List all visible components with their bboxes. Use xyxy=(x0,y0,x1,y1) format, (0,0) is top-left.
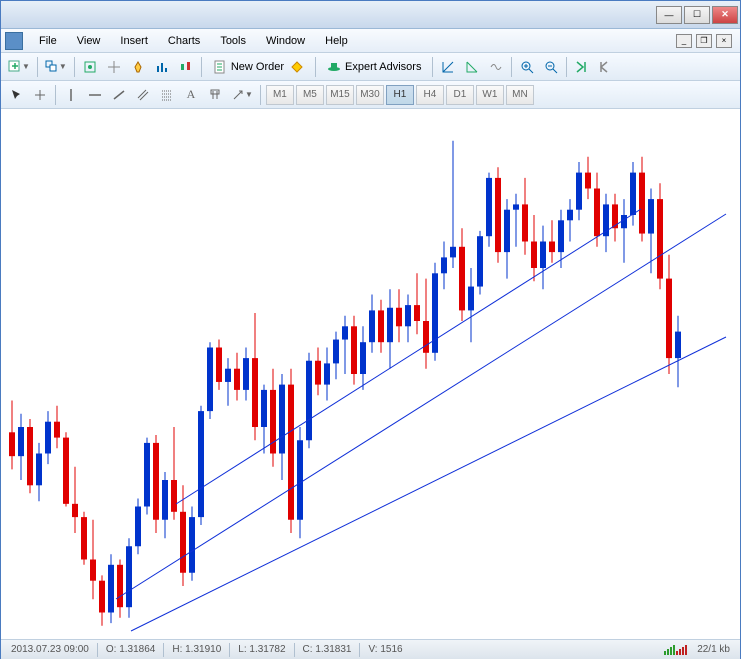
vline-button[interactable] xyxy=(60,84,82,106)
nav-button-1[interactable] xyxy=(79,56,101,78)
cursor-icon xyxy=(9,88,23,102)
menu-file[interactable]: File xyxy=(29,29,67,52)
crosshair-button[interactable] xyxy=(103,56,125,78)
trendline-icon xyxy=(112,88,126,102)
label-button[interactable] xyxy=(204,84,226,106)
zoom-out-button[interactable] xyxy=(540,56,562,78)
chart-area[interactable] xyxy=(1,109,740,639)
vline-icon xyxy=(64,88,78,102)
menu-view[interactable]: View xyxy=(67,29,111,52)
crosshair-tool-button[interactable] xyxy=(29,84,51,106)
window-arrange-button[interactable]: ▼ xyxy=(42,56,70,78)
fibo-icon xyxy=(160,88,174,102)
status-high: H: 1.31910 xyxy=(168,644,225,655)
wave-icon xyxy=(489,60,503,74)
status-connection: 22/1 kb xyxy=(693,644,734,655)
plus-thin-icon xyxy=(33,88,47,102)
hline-icon xyxy=(88,88,102,102)
channel-icon xyxy=(136,88,150,102)
candle-chart-icon xyxy=(179,60,193,74)
mdi-controls: _ ❐ × xyxy=(676,34,736,48)
menu-tools[interactable]: Tools xyxy=(210,29,256,52)
timeframe-h4[interactable]: H4 xyxy=(416,85,444,105)
title-bar: — ☐ ✕ xyxy=(1,1,740,29)
status-open: O: 1.31864 xyxy=(102,644,159,655)
arrow-button[interactable]: ▼ xyxy=(228,84,256,106)
indicator-button-1[interactable] xyxy=(437,56,459,78)
status-volume: V: 1516 xyxy=(364,644,406,655)
new-order-button[interactable]: New Order xyxy=(206,56,311,78)
candlestick-chart xyxy=(1,109,740,639)
arrow-draw-icon xyxy=(231,88,245,102)
zoom-in-button[interactable] xyxy=(516,56,538,78)
zoom-out-icon xyxy=(544,60,558,74)
windows-icon xyxy=(45,60,59,74)
timeframe-m5[interactable]: M5 xyxy=(296,85,324,105)
timeframe-h1[interactable]: H1 xyxy=(386,85,414,105)
arrow-end-icon xyxy=(575,60,589,74)
timeframe-mn[interactable]: MN xyxy=(506,85,534,105)
text-icon: A xyxy=(184,88,198,102)
crosshair-icon xyxy=(107,60,121,74)
line-down-icon xyxy=(465,60,479,74)
status-bar: 2013.07.23 09:00 O: 1.31864 H: 1.31910 L… xyxy=(1,639,740,659)
toolbar-main: ▼ ▼ New Order Expert Advisors xyxy=(1,53,740,81)
diamond-icon xyxy=(290,60,304,74)
document-icon xyxy=(213,60,227,74)
menu-help[interactable]: Help xyxy=(315,29,358,52)
menu-window[interactable]: Window xyxy=(256,29,315,52)
chart-button-1[interactable] xyxy=(151,56,173,78)
shift-icon xyxy=(599,60,613,74)
indicator-button-3[interactable] xyxy=(485,56,507,78)
menu-bar: File View Insert Charts Tools Window Hel… xyxy=(1,29,740,53)
toolbar-drawing: A ▼ M1M5M15M30H1H4D1W1MN xyxy=(1,81,740,109)
menu-charts[interactable]: Charts xyxy=(158,29,210,52)
app-icon xyxy=(5,32,23,50)
status-datetime: 2013.07.23 09:00 xyxy=(7,644,93,655)
mdi-minimize[interactable]: _ xyxy=(676,34,692,48)
hand-icon xyxy=(131,60,145,74)
close-button[interactable]: ✕ xyxy=(712,6,738,24)
pointer-button[interactable] xyxy=(127,56,149,78)
new-chart-button[interactable]: ▼ xyxy=(5,56,33,78)
timeframe-m1[interactable]: M1 xyxy=(266,85,294,105)
timeframe-d1[interactable]: D1 xyxy=(446,85,474,105)
zoom-in-icon xyxy=(520,60,534,74)
shift-button[interactable] xyxy=(595,56,617,78)
menu-insert[interactable]: Insert xyxy=(110,29,158,52)
hline-button[interactable] xyxy=(84,84,106,106)
box-icon xyxy=(83,60,97,74)
status-low: L: 1.31782 xyxy=(234,644,289,655)
timeframe-m30[interactable]: M30 xyxy=(356,85,384,105)
bar-chart-icon xyxy=(155,60,169,74)
new-order-label: New Order xyxy=(231,61,284,73)
cursor-button[interactable] xyxy=(5,84,27,106)
trendline-button[interactable] xyxy=(108,84,130,106)
mdi-restore[interactable]: ❐ xyxy=(696,34,712,48)
timeframe-w1[interactable]: W1 xyxy=(476,85,504,105)
fibo-button[interactable] xyxy=(156,84,178,106)
mdi-close[interactable]: × xyxy=(716,34,732,48)
maximize-button[interactable]: ☐ xyxy=(684,6,710,24)
label-icon xyxy=(208,88,222,102)
scroll-end-button[interactable] xyxy=(571,56,593,78)
minimize-button[interactable]: — xyxy=(656,6,682,24)
indicator-button-2[interactable] xyxy=(461,56,483,78)
expert-advisors-label: Expert Advisors xyxy=(345,61,421,73)
channel-button[interactable] xyxy=(132,84,154,106)
timeframe-m15[interactable]: M15 xyxy=(326,85,354,105)
connection-bars-icon xyxy=(664,645,687,655)
plus-icon xyxy=(8,60,22,74)
text-button[interactable]: A xyxy=(180,84,202,106)
status-close: C: 1.31831 xyxy=(299,644,356,655)
chart-button-2[interactable] xyxy=(175,56,197,78)
line-up-icon xyxy=(441,60,455,74)
expert-advisors-button[interactable]: Expert Advisors xyxy=(320,56,428,78)
hat-icon xyxy=(327,60,341,74)
